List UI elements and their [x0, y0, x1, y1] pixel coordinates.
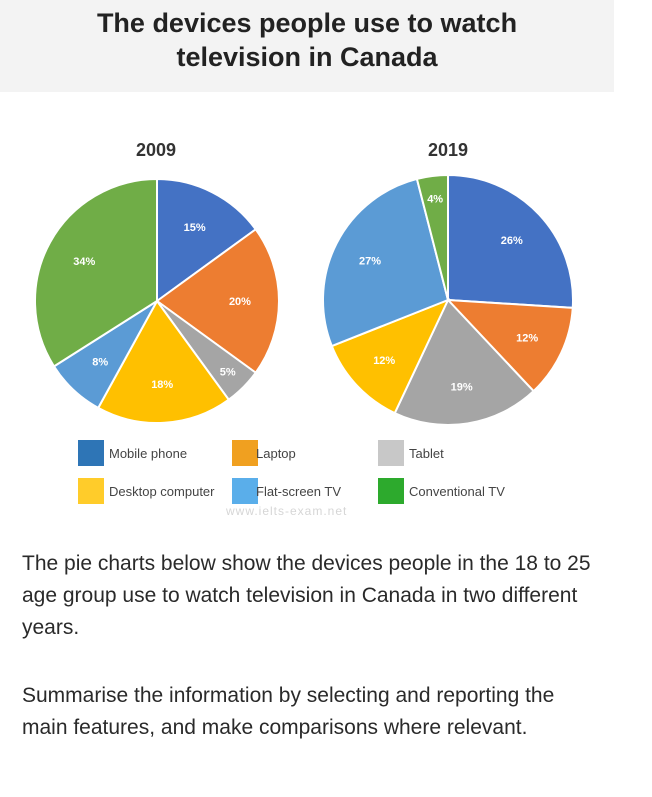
pie-slice-conventional-tv	[34, 177, 158, 368]
page-title-line-2: television in Canada	[176, 42, 438, 72]
chart-title-2019: 2019	[427, 140, 469, 160]
data-label-laptop: 20%	[229, 296, 251, 308]
legend-swatch-laptop	[232, 440, 258, 466]
pie-chart-2019: 26% 12% 19% 12% 27% 4%	[322, 173, 574, 426]
pie-slice-desktop-computer	[330, 298, 450, 415]
legend-label: Conventional TV	[409, 484, 505, 499]
watermark-text: www.ielts-exam.net	[226, 504, 348, 518]
title-banner	[0, 0, 614, 92]
data-label-conventional-tv: 34%	[73, 256, 95, 268]
legend-label: Tablet	[409, 446, 444, 461]
data-label-desktop-computer: 12%	[373, 355, 395, 367]
data-label-tablet: 19%	[451, 381, 473, 393]
legend-swatch-desktop-computer	[78, 478, 104, 504]
pie-chart-2009: 15% 20% 5% 18% 8% 34%	[34, 177, 280, 424]
pie-slice-desktop-computer	[96, 299, 231, 424]
task-description: The pie charts below show the devices pe…	[22, 552, 591, 639]
data-label-desktop-computer: 18%	[151, 379, 173, 391]
chart-title-2009: 2009	[135, 140, 177, 160]
legend-label: Laptop	[256, 446, 296, 461]
legend-swatch-mobile-phone	[78, 440, 104, 466]
data-label-mobile-phone: 15%	[184, 222, 206, 234]
data-label-laptop: 12%	[516, 332, 538, 344]
data-label-flat-screen-tv: 8%	[92, 356, 108, 368]
data-label-tablet: 5%	[220, 367, 236, 379]
pie-slice-mobile-phone	[447, 173, 574, 309]
pie-slice-laptop	[155, 227, 280, 375]
page-title: The devices people use to watch televisi…	[0, 6, 614, 74]
pie-slice-mobile-phone	[156, 177, 258, 303]
data-label-conventional-tv: 4%	[427, 193, 443, 205]
legend-label: Flat-screen TV	[256, 484, 342, 499]
page-title-line-1: The devices people use to watch	[96, 8, 518, 38]
pie-slice-laptop	[445, 298, 574, 393]
legend-swatch-flat-screen-tv	[232, 478, 258, 504]
pie-slice-conventional-tv	[415, 173, 449, 301]
legend-label: Mobile phone	[109, 446, 188, 461]
legend-swatch-conventional-tv	[378, 478, 404, 504]
legend-swatch-tablet	[378, 440, 404, 466]
task-instructions: Summarise the information by selecting a…	[22, 684, 555, 739]
legend-label: Desktop computer	[109, 484, 215, 499]
pie-slice-tablet	[393, 298, 535, 426]
pie-slice-flat-screen-tv	[322, 177, 450, 348]
data-label-flat-screen-tv: 27%	[359, 255, 381, 267]
data-label-mobile-phone: 26%	[501, 235, 523, 247]
